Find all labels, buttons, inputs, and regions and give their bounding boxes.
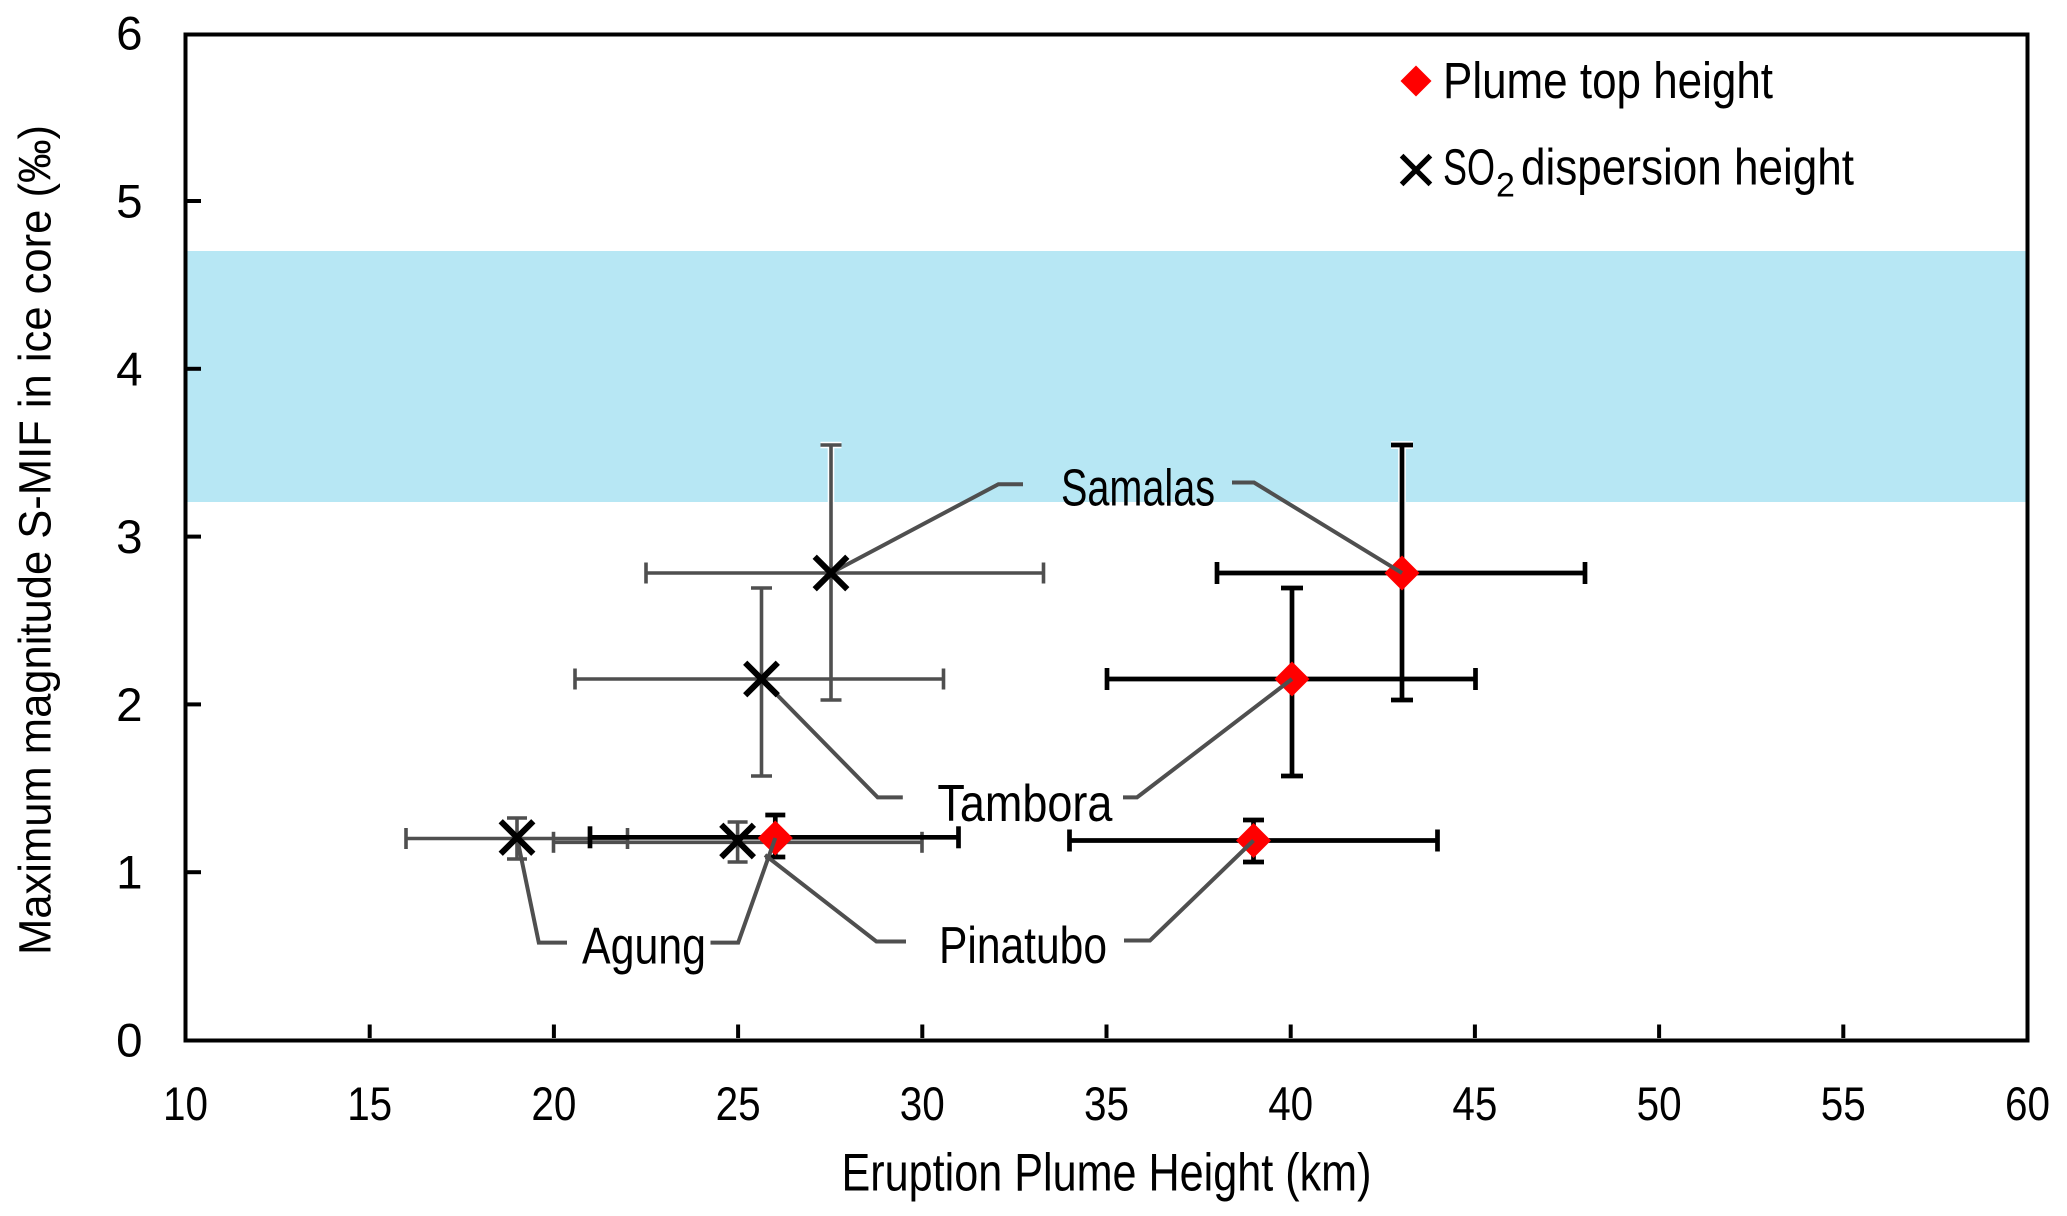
svg-text:dispersion height: dispersion height	[1521, 138, 1854, 195]
svg-text:40: 40	[1268, 1078, 1313, 1131]
svg-text:Samalas: Samalas	[1061, 459, 1215, 517]
svg-text:30: 30	[900, 1078, 945, 1131]
svg-text:25: 25	[716, 1078, 761, 1131]
svg-text:Eruption Plume Height (km): Eruption Plume Height (km)	[842, 1144, 1372, 1203]
svg-text:20: 20	[531, 1078, 576, 1131]
svg-text:10: 10	[163, 1078, 208, 1131]
svg-text:Tambora: Tambora	[937, 775, 1112, 833]
svg-text:SO: SO	[1443, 138, 1495, 195]
svg-text:4: 4	[116, 343, 142, 396]
svg-text:6: 6	[116, 8, 142, 61]
svg-text:Agung: Agung	[582, 918, 706, 976]
svg-text:45: 45	[1452, 1078, 1497, 1131]
svg-text:35: 35	[1084, 1078, 1129, 1131]
svg-text:2: 2	[116, 679, 142, 732]
svg-text:5: 5	[116, 176, 142, 229]
svg-text:15: 15	[347, 1078, 392, 1131]
svg-text:Plume top height: Plume top height	[1443, 52, 1773, 109]
svg-text:60: 60	[2005, 1078, 2050, 1131]
svg-text:50: 50	[1637, 1078, 1682, 1131]
svg-text:1: 1	[116, 847, 142, 900]
svg-text:Maximum magnitude S-MIF in ice: Maximum magnitude S-MIF in ice core (‰)	[10, 125, 61, 955]
svg-text:0: 0	[116, 1015, 142, 1068]
svg-text:2: 2	[1496, 167, 1515, 205]
svg-text:55: 55	[1821, 1078, 1866, 1131]
svg-text:3: 3	[116, 511, 142, 564]
svg-text:Pinatubo: Pinatubo	[939, 917, 1107, 975]
